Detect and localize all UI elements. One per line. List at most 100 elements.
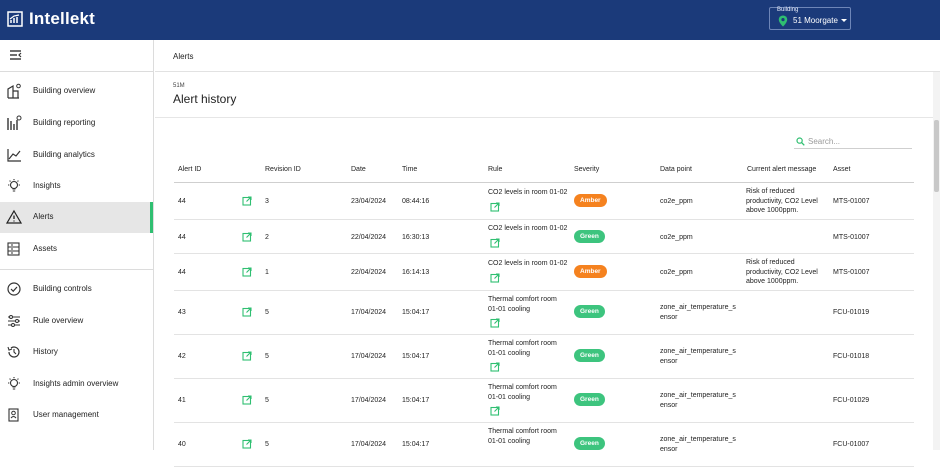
cell-time: 15:04:17	[402, 397, 430, 404]
sidebar-item-history[interactable]: History	[0, 337, 153, 368]
table-row[interactable]: 44 2 22/04/2024 16:30:13 CO2 levels in r…	[174, 220, 914, 254]
table-row[interactable]: 43 5 17/04/2024 15:04:17 Thermal comfort…	[174, 291, 914, 335]
check-circle-icon	[7, 282, 21, 296]
open-link-icon[interactable]	[490, 273, 500, 283]
open-link-icon[interactable]	[490, 362, 500, 372]
cell-alert-message: Risk of reduced productivity, CO2 Level …	[746, 188, 818, 214]
cell-alert-id: 40	[178, 441, 186, 448]
cell-revision-id: 5	[265, 309, 269, 316]
cell-rule: CO2 levels in room 01-02	[488, 189, 568, 196]
column-header-rule[interactable]: Rule	[488, 166, 503, 173]
sidebar-item-building-overview[interactable]: Building overview	[0, 76, 153, 107]
search-box[interactable]	[794, 135, 912, 149]
table-row[interactable]: 42 5 17/04/2024 15:04:17 Thermal comfort…	[174, 335, 914, 379]
open-link-icon[interactable]	[242, 267, 252, 277]
open-link-icon[interactable]	[242, 395, 252, 405]
sidebar-item-label: User management	[33, 410, 99, 419]
cell-asset: MTS-01007	[833, 198, 870, 205]
sidebar-item-label: Rule overview	[33, 316, 84, 325]
cell-date: 17/04/2024	[351, 397, 387, 404]
open-link-icon[interactable]	[490, 202, 500, 212]
cell-time: 16:30:13	[402, 234, 430, 241]
sidebar-item-building-analytics[interactable]: Building analytics	[0, 140, 153, 171]
search-input[interactable]	[808, 136, 908, 147]
severity-badge: Amber	[574, 194, 607, 207]
severity-badge: Green	[574, 305, 605, 318]
bulb-icon	[8, 179, 20, 192]
column-header-alert-id[interactable]: Alert ID	[178, 166, 202, 173]
cell-asset: FCU-01007	[833, 441, 870, 448]
sidebar-item-insights-admin-overview[interactable]: Insights admin overview	[0, 369, 153, 400]
table-row[interactable]: 44 3 23/04/2024 08:44:16 CO2 levels in r…	[174, 183, 914, 220]
menu-collapse-icon[interactable]	[9, 49, 23, 61]
cell-alert-id: 43	[178, 309, 186, 316]
severity-badge: Green	[574, 230, 605, 243]
building-selector-value: 51 Moorgate	[793, 16, 838, 25]
sidebar-item-label: Building overview	[33, 86, 96, 95]
column-header-severity[interactable]: Severity	[574, 166, 600, 173]
table-row[interactable]: 44 1 22/04/2024 16:14:13 CO2 levels in r…	[174, 254, 914, 291]
column-header-time[interactable]: Time	[402, 166, 418, 173]
cell-data-point: co2e_ppm	[660, 269, 693, 276]
sidebar-item-label: Alerts	[33, 212, 54, 221]
open-link-icon[interactable]	[490, 318, 500, 328]
app-logo[interactable]: Intellekt	[7, 9, 95, 29]
cell-alert-message: Risk of reduced productivity, CO2 Level …	[746, 259, 818, 285]
scrollbar-track[interactable]	[933, 72, 940, 450]
cell-date: 17/04/2024	[351, 309, 387, 316]
bulb-icon	[8, 377, 20, 390]
sidebar-item-building-controls[interactable]: Building controls	[0, 274, 153, 305]
cell-revision-id: 5	[265, 353, 269, 360]
cell-alert-id: 42	[178, 353, 186, 360]
cell-date: 22/04/2024	[351, 269, 387, 276]
open-link-icon[interactable]	[242, 232, 252, 242]
breadcrumb: Alerts	[155, 40, 940, 72]
open-link-icon[interactable]	[242, 196, 252, 206]
assets-icon	[7, 242, 20, 256]
open-link-icon[interactable]	[242, 439, 252, 449]
sidebar-item-assets[interactable]: Assets	[0, 234, 153, 265]
breadcrumb-item[interactable]: Alerts	[173, 52, 194, 61]
top-bar: Intellekt Building 51 Moorgate	[0, 0, 940, 40]
cell-asset: FCU-01018	[833, 353, 870, 360]
sidebar-item-alerts[interactable]: Alerts	[0, 202, 153, 233]
column-header-date[interactable]: Date	[351, 166, 366, 173]
building-selector[interactable]: Building 51 Moorgate	[769, 7, 851, 30]
sidebar: Building overview Building reporting Bui…	[0, 40, 154, 450]
open-link-icon[interactable]	[490, 406, 500, 416]
cell-data-point: zone_air_temperature_sensor	[660, 348, 736, 365]
sidebar-item-user-management[interactable]: User management	[0, 400, 153, 431]
app-name: Intellekt	[29, 9, 96, 28]
column-header-data-point[interactable]: Data point	[660, 166, 692, 173]
cell-data-point: zone_air_temperature_sensor	[660, 392, 736, 409]
open-link-icon[interactable]	[490, 238, 500, 248]
cell-data-point: zone_air_temperature_sensor	[660, 436, 736, 453]
open-link-icon[interactable]	[242, 307, 252, 317]
cell-rule: Thermal comfort room 01-01 cooling	[488, 296, 557, 313]
sidebar-divider	[0, 269, 153, 270]
cell-alert-id: 41	[178, 397, 186, 404]
open-link-icon[interactable]	[242, 351, 252, 361]
cell-rule: Thermal comfort room 01-01 cooling	[488, 340, 557, 357]
table-row[interactable]: 40 5 17/04/2024 15:04:17 Thermal comfort…	[174, 423, 914, 467]
cell-revision-id: 2	[265, 234, 269, 241]
cell-asset: FCU-01029	[833, 397, 870, 404]
severity-badge: Green	[574, 393, 605, 406]
column-header-current-alert-message[interactable]: Current alert message	[747, 166, 817, 173]
cell-rule: CO2 levels in room 01-02	[488, 225, 568, 232]
cell-revision-id: 5	[265, 441, 269, 448]
sidebar-item-rule-overview[interactable]: Rule overview	[0, 306, 153, 337]
cell-rule: Thermal comfort room 01-01 cooling	[488, 428, 557, 445]
user-badge-icon	[8, 408, 19, 422]
column-header-asset[interactable]: Asset	[833, 166, 851, 173]
column-header-revision-id[interactable]: Revision ID	[265, 166, 301, 173]
cell-asset: MTS-01007	[833, 269, 870, 276]
cell-date: 23/04/2024	[351, 198, 387, 205]
sidebar-item-insights[interactable]: Insights	[0, 171, 153, 202]
cell-asset: FCU-01019	[833, 309, 870, 316]
page-title: Alert history	[173, 92, 237, 106]
sidebar-item-building-reporting[interactable]: Building reporting	[0, 108, 153, 139]
scrollbar-thumb[interactable]	[934, 120, 939, 192]
table-row[interactable]: 41 5 17/04/2024 15:04:17 Thermal comfort…	[174, 379, 914, 423]
search-icon	[796, 137, 805, 146]
